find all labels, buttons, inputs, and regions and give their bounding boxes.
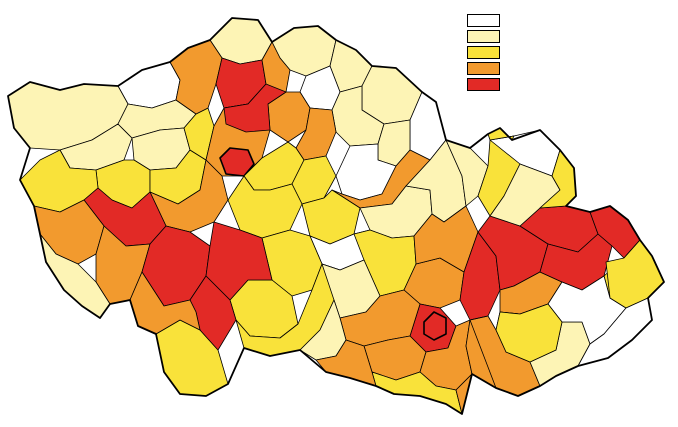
district-d12 <box>169 39 223 115</box>
country-outline <box>7 17 665 415</box>
legend-swatch-class-1 <box>467 14 500 27</box>
legend-swatch-class-3 <box>467 46 500 59</box>
district-d24 <box>223 83 287 133</box>
legend-swatch-class-2 <box>467 30 500 43</box>
district-d22 <box>219 147 255 177</box>
district-d66 <box>495 303 563 363</box>
legend-swatch-class-4 <box>467 62 500 75</box>
district-brno-city <box>423 311 447 341</box>
district-regions <box>7 17 665 415</box>
district-d71 <box>605 239 665 309</box>
legend-swatch-class-5 <box>467 78 500 91</box>
district-d54 <box>413 205 479 273</box>
map-legend <box>467 14 500 94</box>
